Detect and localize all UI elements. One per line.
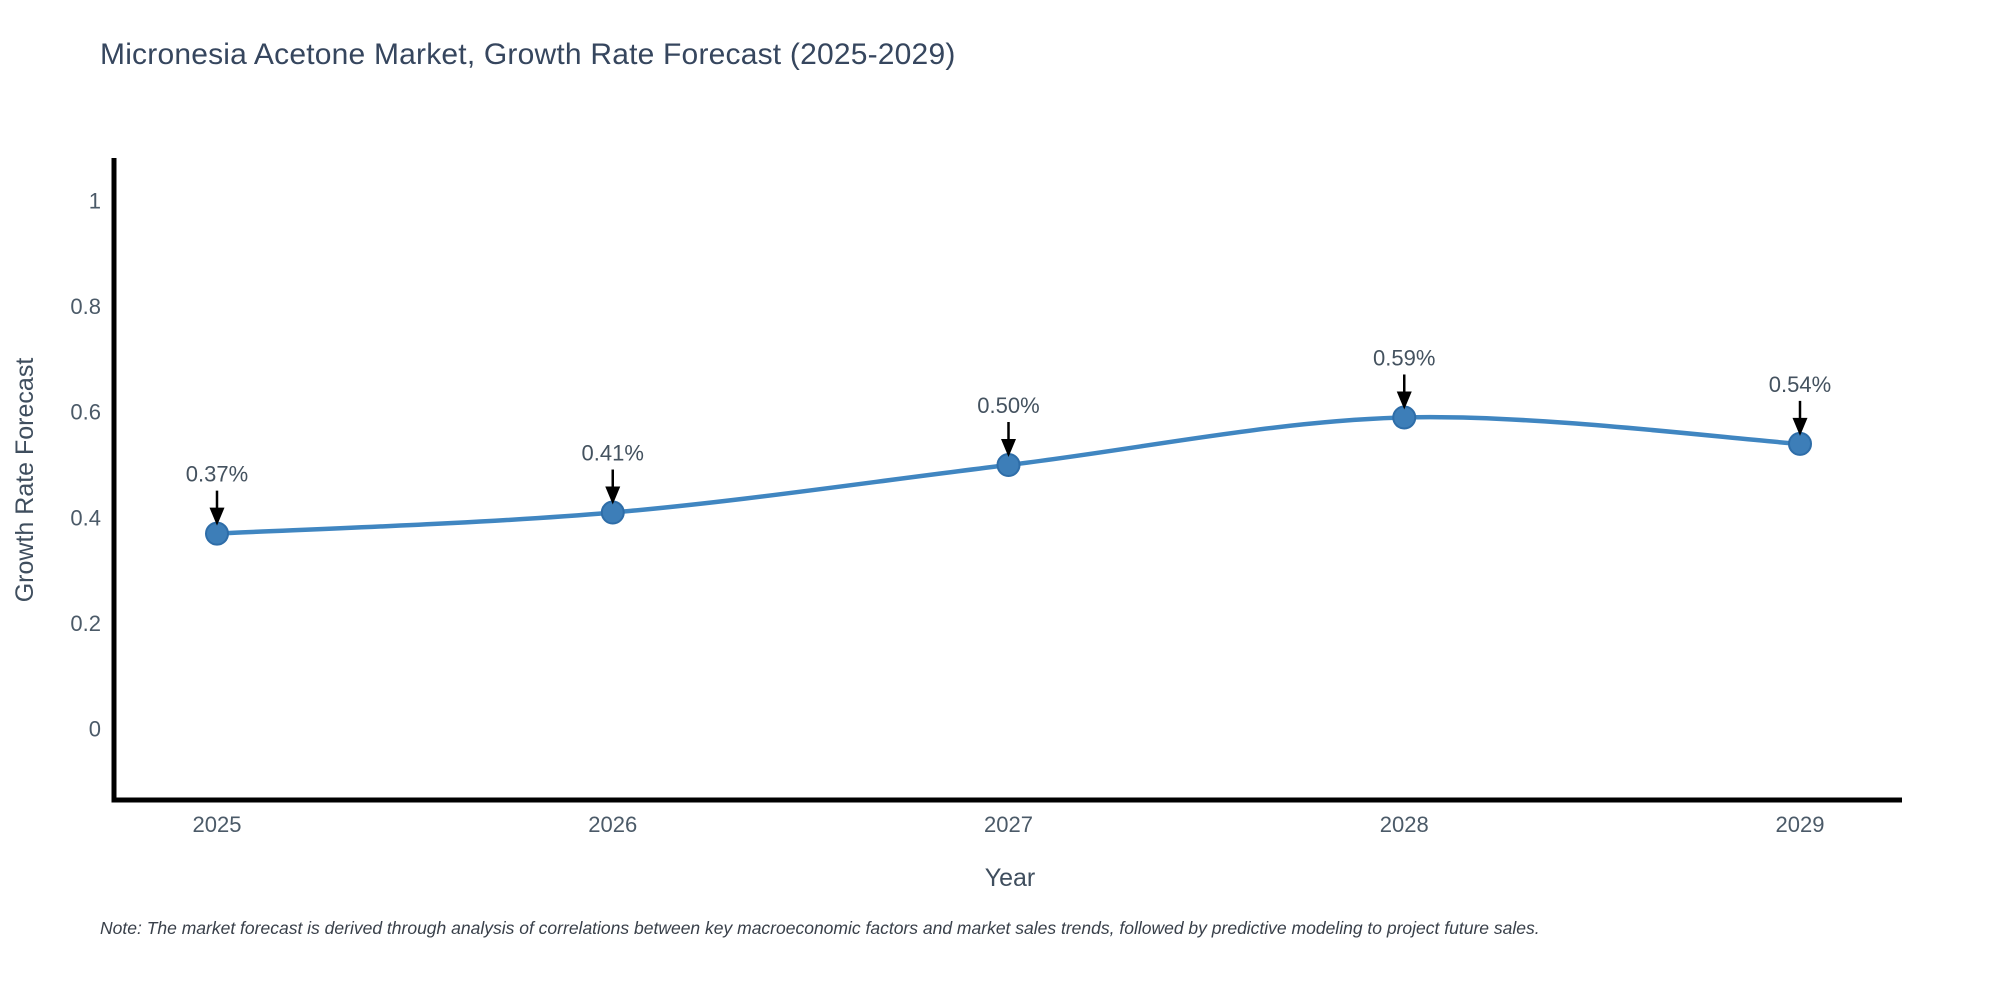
y-tick-label: 0.2 bbox=[70, 611, 101, 636]
annotation-arrowhead bbox=[1001, 439, 1016, 457]
chart-title: Micronesia Acetone Market, Growth Rate F… bbox=[100, 38, 956, 71]
data-point-marker bbox=[1788, 431, 1812, 456]
y-axis-title: Growth Rate Forecast bbox=[11, 358, 39, 603]
data-point-marker bbox=[996, 453, 1021, 477]
x-tick-label: 2026 bbox=[588, 812, 637, 837]
annotation-arrowhead bbox=[1792, 417, 1808, 436]
annotation-arrowhead bbox=[605, 486, 621, 505]
x-tick-label: 2027 bbox=[984, 812, 1033, 837]
annotation-arrowhead bbox=[209, 507, 225, 526]
series-layer: 0 0.2 0.4 0.6 0.8 1 2025 2026 2027 2028 2029 0.37% 0… bbox=[70, 189, 1831, 838]
y-tick-label: 0 bbox=[89, 717, 101, 742]
footnote: Note: The market forecast is derived thr… bbox=[100, 918, 1540, 938]
x-axis-title: Year bbox=[985, 864, 1036, 892]
x-tick-label: 2028 bbox=[1380, 812, 1429, 837]
data-point-marker bbox=[1392, 405, 1417, 430]
annotation-arrowhead bbox=[1396, 391, 1412, 410]
annotation-label: 0.41% bbox=[582, 441, 644, 466]
data-point-marker bbox=[600, 500, 625, 525]
annotation-label: 0.54% bbox=[1769, 372, 1831, 397]
annotation-label: 0.59% bbox=[1373, 345, 1435, 370]
x-tick-label: 2025 bbox=[193, 812, 242, 837]
y-tick-label: 1 bbox=[89, 189, 101, 214]
annotation-label: 0.50% bbox=[977, 393, 1039, 418]
y-tick-label: 0.8 bbox=[70, 294, 101, 319]
y-tick-label: 0.6 bbox=[70, 400, 101, 425]
data-point-marker bbox=[205, 521, 229, 546]
x-tick-label: 2029 bbox=[1776, 812, 1825, 837]
y-tick-label: 0.4 bbox=[70, 505, 101, 530]
annotation-label: 0.37% bbox=[186, 462, 248, 487]
